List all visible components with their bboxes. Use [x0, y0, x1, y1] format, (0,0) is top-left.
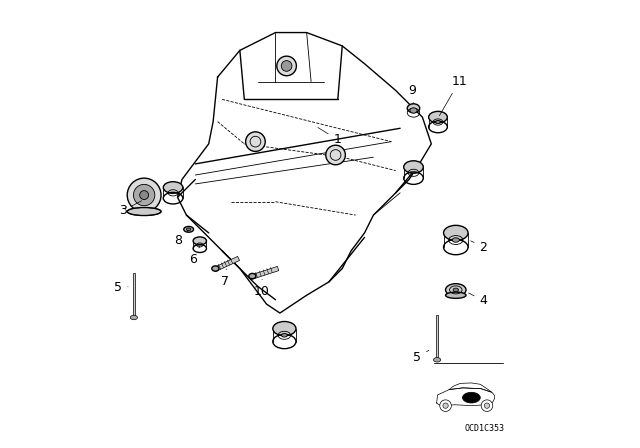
- Circle shape: [140, 190, 148, 199]
- Circle shape: [277, 56, 296, 76]
- Ellipse shape: [184, 226, 193, 232]
- Ellipse shape: [433, 358, 441, 362]
- Ellipse shape: [445, 284, 466, 296]
- Text: 11: 11: [440, 75, 467, 116]
- Text: 1: 1: [318, 128, 341, 146]
- Text: 7: 7: [221, 269, 229, 289]
- Polygon shape: [132, 273, 135, 318]
- Circle shape: [281, 60, 292, 71]
- Text: 6: 6: [189, 246, 200, 266]
- Ellipse shape: [407, 104, 420, 113]
- Text: 10: 10: [254, 279, 270, 298]
- Polygon shape: [436, 388, 495, 405]
- Text: 8: 8: [175, 230, 189, 247]
- Text: 9: 9: [408, 84, 416, 103]
- Ellipse shape: [131, 315, 138, 320]
- Ellipse shape: [282, 333, 287, 337]
- Circle shape: [326, 145, 346, 165]
- Text: 4: 4: [468, 293, 487, 307]
- Circle shape: [246, 132, 265, 151]
- Ellipse shape: [436, 121, 440, 124]
- Polygon shape: [436, 315, 438, 360]
- Ellipse shape: [127, 207, 161, 215]
- Circle shape: [443, 403, 448, 408]
- Ellipse shape: [163, 182, 183, 193]
- Ellipse shape: [444, 225, 468, 241]
- Text: 3: 3: [119, 201, 141, 217]
- Polygon shape: [250, 267, 279, 280]
- Text: OCD1C353: OCD1C353: [465, 424, 505, 433]
- Circle shape: [484, 403, 490, 408]
- Ellipse shape: [249, 273, 256, 279]
- Ellipse shape: [273, 322, 296, 336]
- Ellipse shape: [212, 266, 219, 271]
- Ellipse shape: [429, 112, 447, 123]
- Ellipse shape: [186, 228, 191, 231]
- Circle shape: [127, 178, 161, 212]
- Polygon shape: [214, 256, 239, 272]
- Ellipse shape: [404, 161, 423, 173]
- Ellipse shape: [193, 237, 207, 245]
- Text: 2: 2: [471, 241, 487, 254]
- Text: 5: 5: [115, 281, 128, 294]
- Ellipse shape: [453, 288, 458, 292]
- Ellipse shape: [463, 392, 480, 403]
- Circle shape: [134, 185, 155, 206]
- Ellipse shape: [452, 238, 460, 242]
- Ellipse shape: [410, 108, 417, 113]
- Text: 5: 5: [413, 350, 429, 364]
- Circle shape: [440, 400, 451, 411]
- Circle shape: [481, 400, 493, 411]
- Ellipse shape: [445, 292, 466, 298]
